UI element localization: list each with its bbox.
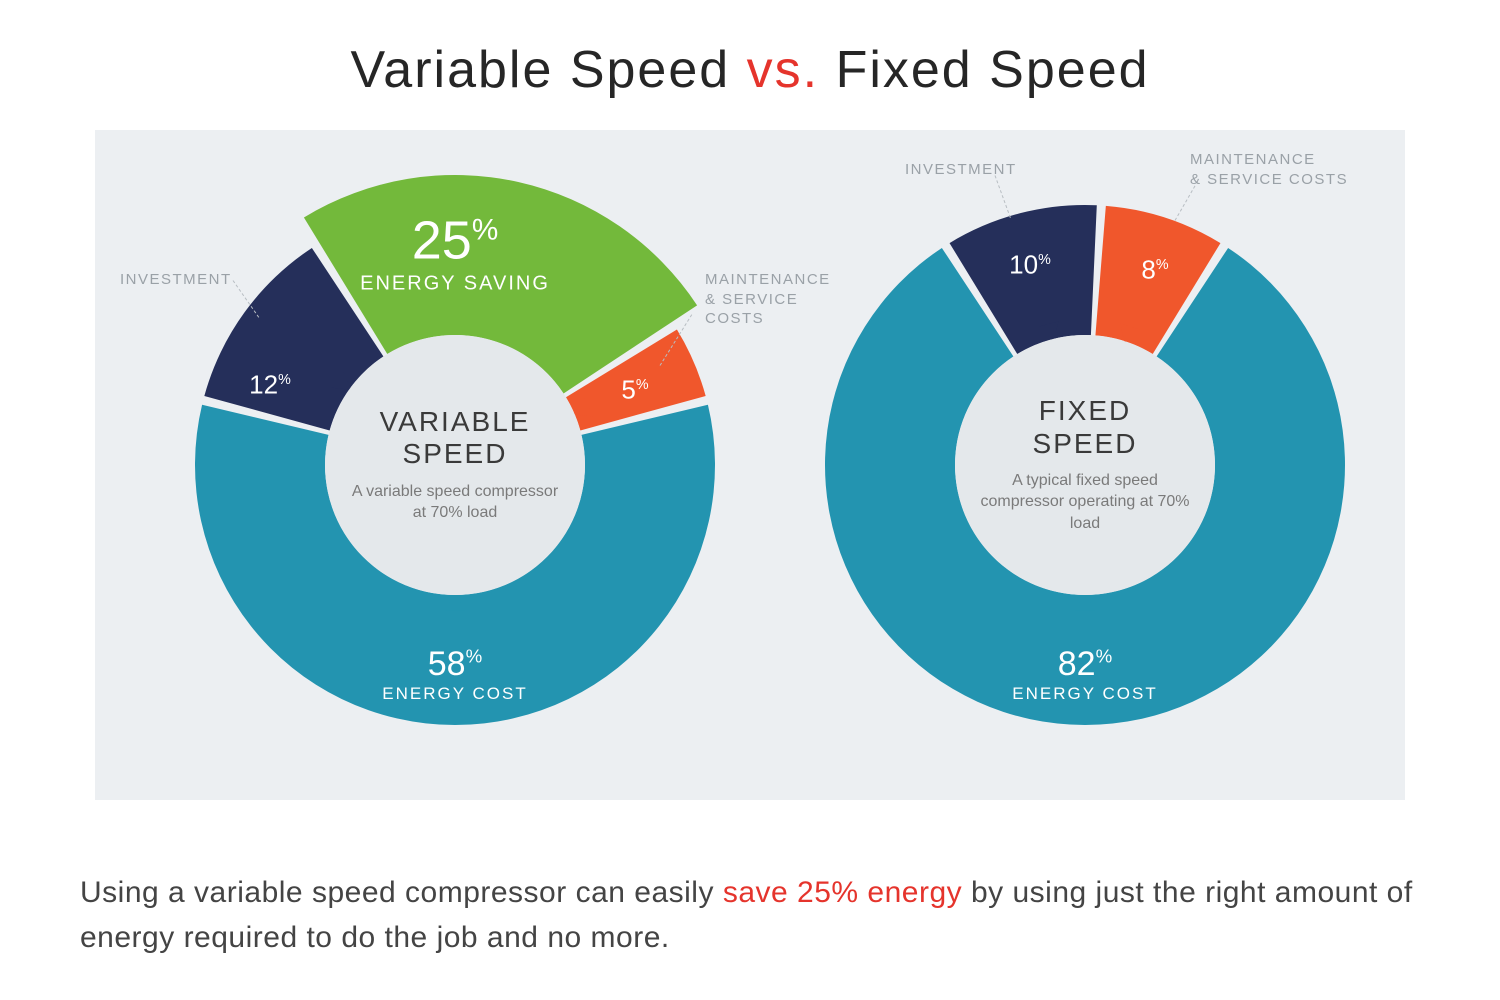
title-vs: vs. — [747, 41, 819, 99]
caption-highlight: save 25% energy — [723, 876, 962, 909]
seglabel-fixed-investment: 10% — [1009, 251, 1051, 280]
center-sub-variable: A variable speed compressor at 70% load — [325, 481, 585, 524]
chart-center-variable: VARIABLE SPEED A variable speed compress… — [325, 335, 585, 595]
chart-panel: VARIABLE SPEED A variable speed compress… — [95, 130, 1405, 800]
donut-chart-fixed: FIXED SPEED A typical fixed speed compre… — [795, 175, 1375, 755]
extlabel-variable-investment: INVESTMENT — [120, 270, 232, 290]
seglabel-variable-maintenance: 5% — [621, 376, 648, 405]
seglabel-fixed-maintenance: 8% — [1141, 256, 1168, 285]
seglabel-variable-energysaving: 25% ENERGY SAVING — [360, 211, 550, 294]
caption-pre: Using a variable speed compressor can ea… — [80, 876, 723, 909]
seglabel-fixed-energycost: 82% ENERGY COST — [1012, 646, 1157, 704]
seglabel-variable-energycost: 58% ENERGY COST — [382, 646, 527, 704]
center-sub-fixed: A typical fixed speed compressor operati… — [955, 470, 1215, 535]
title-left: Variable Speed — [350, 41, 730, 99]
extlabel-fixed-maintenance: MAINTENANCE & SERVICE COSTS — [1190, 150, 1348, 189]
page-title: Variable Speed vs. Fixed Speed — [0, 40, 1500, 100]
seglabel-variable-investment: 12% — [249, 371, 291, 400]
title-right: Fixed Speed — [836, 41, 1150, 99]
donut-chart-variable: VARIABLE SPEED A variable speed compress… — [165, 175, 745, 755]
center-title-fixed: FIXED SPEED — [1033, 395, 1138, 459]
extlabel-fixed-investment: INVESTMENT — [905, 160, 1017, 180]
chart-center-fixed: FIXED SPEED A typical fixed speed compre… — [955, 335, 1215, 595]
center-title-variable: VARIABLE SPEED — [380, 406, 531, 470]
caption: Using a variable speed compressor can ea… — [80, 870, 1420, 960]
